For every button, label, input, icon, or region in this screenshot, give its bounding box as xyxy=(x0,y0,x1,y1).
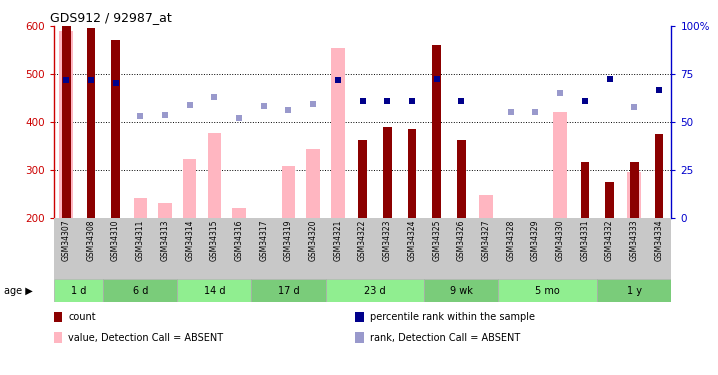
Bar xyxy=(134,198,147,217)
Text: GSM34333: GSM34333 xyxy=(630,219,639,261)
Text: percentile rank within the sample: percentile rank within the sample xyxy=(370,312,535,322)
Text: GSM34326: GSM34326 xyxy=(457,219,466,261)
Text: 23 d: 23 d xyxy=(364,286,386,296)
Bar xyxy=(358,140,367,218)
Bar xyxy=(498,279,597,302)
Bar xyxy=(432,45,441,218)
Text: 5 mo: 5 mo xyxy=(536,286,560,296)
Text: GSM34328: GSM34328 xyxy=(506,219,516,261)
Text: GSM34332: GSM34332 xyxy=(605,219,614,261)
Text: GSM34322: GSM34322 xyxy=(358,219,367,261)
Text: GSM34323: GSM34323 xyxy=(383,219,392,261)
Text: GSM34324: GSM34324 xyxy=(408,219,416,261)
Bar xyxy=(581,162,589,218)
Text: GSM34313: GSM34313 xyxy=(161,219,169,261)
Bar xyxy=(480,195,493,217)
Bar xyxy=(177,279,251,302)
Text: GDS912 / 92987_at: GDS912 / 92987_at xyxy=(50,11,172,24)
Text: GSM34329: GSM34329 xyxy=(531,219,540,261)
Text: 6 d: 6 d xyxy=(133,286,148,296)
Text: GSM34311: GSM34311 xyxy=(136,219,145,261)
Bar xyxy=(331,48,345,217)
Bar xyxy=(605,182,614,218)
Text: GSM34316: GSM34316 xyxy=(235,219,243,261)
Text: count: count xyxy=(68,312,95,322)
Text: age ▶: age ▶ xyxy=(4,286,32,296)
Bar xyxy=(158,203,172,217)
Bar xyxy=(325,279,424,302)
Text: GSM34310: GSM34310 xyxy=(111,219,120,261)
Bar xyxy=(60,31,73,217)
Bar xyxy=(383,127,391,218)
Bar xyxy=(233,208,246,218)
Text: GSM34334: GSM34334 xyxy=(655,219,663,261)
Bar xyxy=(103,279,177,302)
Text: GSM34320: GSM34320 xyxy=(309,219,317,261)
Bar xyxy=(554,112,567,218)
Bar xyxy=(630,162,638,218)
Bar xyxy=(87,28,95,218)
Bar xyxy=(251,279,325,302)
Text: 17 d: 17 d xyxy=(278,286,299,296)
Bar xyxy=(208,134,221,218)
Text: 14 d: 14 d xyxy=(204,286,225,296)
Bar xyxy=(54,279,103,302)
Text: value, Detection Call = ABSENT: value, Detection Call = ABSENT xyxy=(68,333,223,342)
Text: GSM34331: GSM34331 xyxy=(580,219,589,261)
Text: GSM34330: GSM34330 xyxy=(556,219,564,261)
Text: GSM34321: GSM34321 xyxy=(333,219,342,261)
Bar xyxy=(597,279,671,302)
Bar xyxy=(62,26,70,218)
Text: rank, Detection Call = ABSENT: rank, Detection Call = ABSENT xyxy=(370,333,520,342)
Text: GSM34327: GSM34327 xyxy=(482,219,490,261)
Text: 9 wk: 9 wk xyxy=(450,286,473,296)
Text: GSM34314: GSM34314 xyxy=(185,219,194,261)
Text: 1 y: 1 y xyxy=(627,286,642,296)
Bar xyxy=(628,172,641,217)
Text: GSM34319: GSM34319 xyxy=(284,219,293,261)
Text: GSM34325: GSM34325 xyxy=(432,219,441,261)
Bar xyxy=(281,166,295,218)
Bar xyxy=(183,159,197,218)
Text: GSM34307: GSM34307 xyxy=(62,219,70,261)
Text: GSM34317: GSM34317 xyxy=(259,219,269,261)
Bar xyxy=(111,40,120,218)
Bar xyxy=(307,148,320,217)
Bar xyxy=(457,140,466,218)
Bar xyxy=(408,129,416,218)
Text: GSM34308: GSM34308 xyxy=(86,219,95,261)
Bar xyxy=(424,279,498,302)
Text: GSM34315: GSM34315 xyxy=(210,219,219,261)
Bar xyxy=(655,134,663,218)
Text: 1 d: 1 d xyxy=(71,286,86,296)
